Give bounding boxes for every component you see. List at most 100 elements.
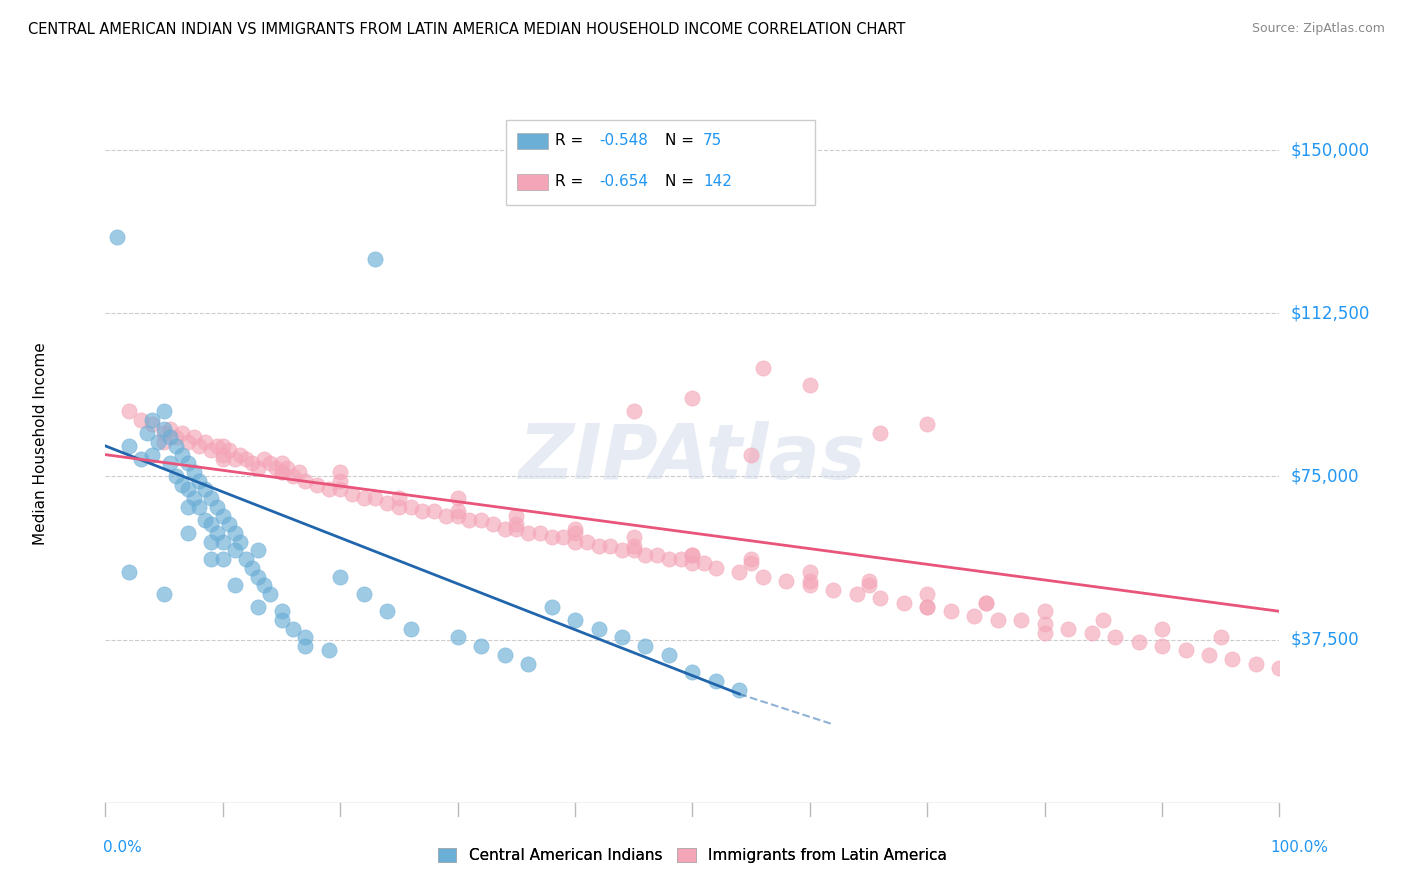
Point [1128, 634, 1150, 648]
Point [1080, 626, 1102, 640]
Point [170, 448, 193, 462]
Point [305, 478, 328, 492]
Point [153, 434, 176, 449]
Point [752, 360, 775, 375]
Point [623, 404, 645, 418]
Point [229, 534, 252, 549]
Point [135, 425, 157, 440]
Text: N =: N = [665, 174, 699, 188]
Point [517, 526, 540, 541]
Point [153, 425, 176, 440]
Point [229, 448, 252, 462]
Point [482, 517, 505, 532]
Point [494, 522, 516, 536]
Point [211, 448, 233, 462]
Point [375, 495, 398, 509]
Point [728, 565, 751, 579]
Point [224, 578, 246, 592]
Point [1268, 661, 1291, 675]
Point [917, 587, 939, 601]
Point [253, 578, 276, 592]
Point [399, 622, 422, 636]
Point [974, 596, 997, 610]
Text: Source: ZipAtlas.com: Source: ZipAtlas.com [1251, 22, 1385, 36]
Point [917, 599, 939, 614]
Point [1033, 604, 1056, 618]
Point [505, 508, 527, 523]
Point [270, 604, 292, 618]
Point [823, 582, 845, 597]
Point [682, 665, 704, 680]
Point [1104, 631, 1126, 645]
Text: R =: R = [555, 174, 589, 188]
Point [211, 452, 233, 467]
Point [447, 504, 470, 518]
Point [564, 534, 586, 549]
Point [987, 613, 1010, 627]
Text: $112,500: $112,500 [1291, 304, 1369, 322]
Point [165, 439, 187, 453]
Point [200, 552, 222, 566]
Point [165, 430, 187, 444]
Point [211, 508, 233, 523]
Point [399, 500, 422, 514]
Point [318, 643, 340, 657]
Text: 100.0%: 100.0% [1271, 839, 1329, 855]
Point [224, 526, 246, 541]
Point [411, 504, 433, 518]
Point [775, 574, 797, 588]
Point [200, 443, 222, 458]
Point [423, 504, 446, 518]
Text: Median Household Income: Median Household Income [34, 343, 48, 545]
Point [218, 443, 240, 458]
Text: 75: 75 [703, 133, 723, 147]
Point [270, 613, 292, 627]
Point [858, 578, 880, 592]
Point [799, 578, 821, 592]
Point [1150, 622, 1173, 636]
Point [1222, 652, 1244, 666]
Point [1150, 639, 1173, 653]
Point [634, 639, 657, 653]
Point [634, 548, 657, 562]
Point [752, 569, 775, 583]
Text: N =: N = [665, 133, 699, 147]
Text: $75,000: $75,000 [1291, 467, 1360, 485]
Point [893, 596, 915, 610]
Point [176, 526, 198, 541]
Point [353, 491, 375, 505]
Point [183, 430, 205, 444]
Point [799, 378, 821, 392]
Point [364, 252, 387, 266]
Point [1174, 643, 1197, 657]
Point [153, 587, 176, 601]
Point [658, 648, 681, 662]
Text: $37,500: $37,500 [1291, 631, 1360, 648]
Point [388, 500, 411, 514]
Point [353, 587, 375, 601]
Point [211, 552, 233, 566]
Text: ZIPAtlas: ZIPAtlas [519, 421, 866, 495]
Point [388, 491, 411, 505]
Point [917, 599, 939, 614]
Point [799, 565, 821, 579]
Point [170, 478, 193, 492]
Point [540, 599, 562, 614]
Point [682, 548, 704, 562]
Point [447, 631, 470, 645]
Point [141, 448, 163, 462]
Point [205, 526, 228, 541]
Point [704, 673, 727, 688]
Point [170, 425, 193, 440]
Point [270, 456, 292, 470]
Point [564, 526, 586, 541]
Point [194, 434, 217, 449]
Point [165, 469, 187, 483]
Point [799, 574, 821, 588]
Point [183, 491, 205, 505]
Point [194, 483, 217, 497]
Point [505, 517, 527, 532]
Point [176, 483, 198, 497]
Point [645, 548, 668, 562]
Point [329, 465, 352, 479]
